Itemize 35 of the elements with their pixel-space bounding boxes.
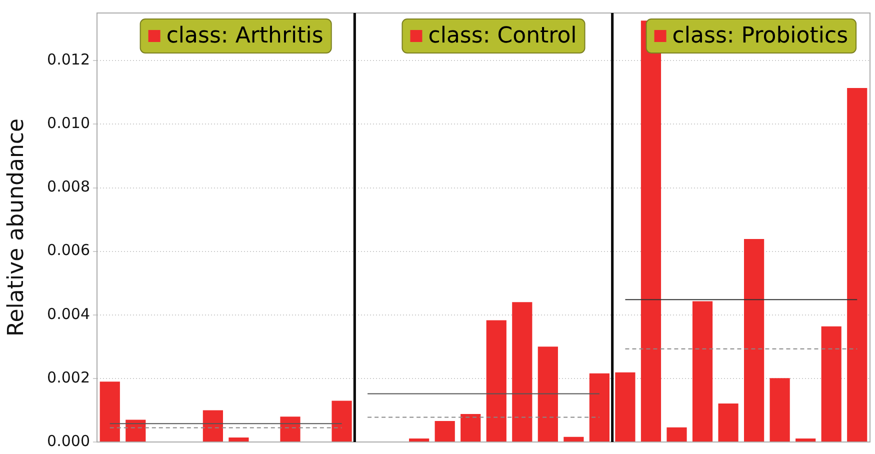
- y-axis-title: Relative abundance: [4, 118, 29, 337]
- y-tick-label: 0.008: [47, 178, 90, 196]
- bar: [126, 420, 146, 442]
- bar: [228, 438, 249, 442]
- bar: [564, 436, 584, 442]
- bar: [744, 238, 764, 442]
- legend-label: class: Probiotics: [672, 24, 848, 49]
- legend-label: class: Arthritis: [166, 24, 324, 49]
- bar: [538, 346, 558, 442]
- bar: [100, 382, 120, 442]
- bar: [640, 20, 662, 442]
- bar: [486, 320, 506, 442]
- y-tick-label: 0.006: [47, 241, 90, 260]
- y-tick-label: 0.010: [47, 114, 90, 132]
- bar: [770, 378, 790, 442]
- bar: [615, 372, 636, 442]
- bar: [692, 301, 713, 442]
- y-tick-label: 0.000: [47, 432, 90, 450]
- bar: [821, 326, 842, 442]
- y-tick-label: 0.012: [47, 50, 90, 69]
- bar: [202, 410, 223, 442]
- bar: [589, 373, 610, 442]
- bar: [280, 416, 300, 442]
- bar: [460, 414, 481, 442]
- y-tick-label: 0.004: [47, 304, 90, 323]
- bar: [718, 404, 738, 442]
- bar: [409, 438, 430, 442]
- bar: [666, 427, 687, 442]
- y-tick-label: 0.002: [47, 368, 90, 386]
- bar: [332, 400, 352, 442]
- bar: [434, 421, 455, 442]
- bar: [847, 88, 868, 442]
- bar: [512, 302, 532, 442]
- legend-label: class: Control: [428, 24, 577, 49]
- bar: [796, 438, 816, 442]
